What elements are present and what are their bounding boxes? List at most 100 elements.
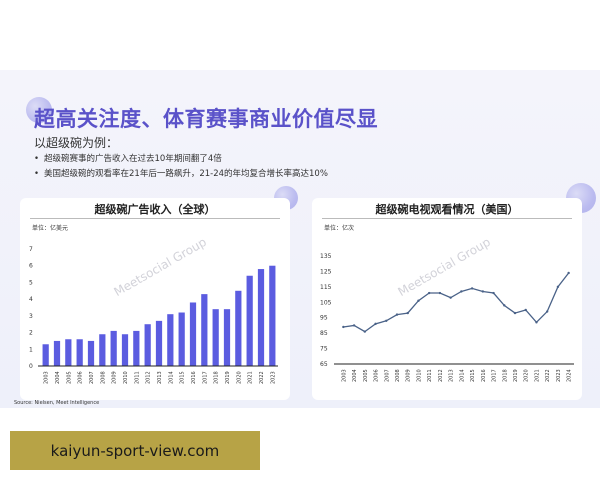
svg-text:2017: 2017 [492, 369, 498, 382]
data-point [427, 291, 431, 295]
slide-subtitle: 以超级碗为例： [34, 136, 119, 150]
svg-text:2010: 2010 [123, 371, 129, 384]
data-point [481, 290, 485, 293]
bar [235, 290, 242, 366]
svg-text:105: 105 [320, 299, 332, 306]
svg-text:2008: 2008 [395, 369, 401, 382]
bar [223, 309, 231, 366]
svg-text:2017: 2017 [202, 371, 208, 384]
bar [257, 269, 265, 366]
svg-text:2019: 2019 [225, 371, 231, 384]
svg-text:1: 1 [29, 346, 33, 353]
data-point [460, 290, 463, 293]
svg-text:2015: 2015 [180, 371, 186, 384]
svg-text:2: 2 [29, 330, 33, 337]
svg-text:2007: 2007 [89, 371, 95, 384]
bar [42, 344, 49, 366]
data-point [342, 325, 345, 329]
bar [201, 294, 208, 366]
bullet-icon: • [34, 169, 40, 179]
bar [99, 334, 106, 366]
bar [133, 330, 140, 366]
svg-text:2023: 2023 [270, 371, 276, 384]
data-point [406, 311, 409, 315]
chart-title: 超级碗广告收入（全球） [94, 203, 216, 216]
svg-text:2005: 2005 [66, 371, 72, 384]
svg-text:95: 95 [320, 315, 328, 322]
svg-text:6: 6 [29, 263, 33, 270]
bar [121, 334, 129, 366]
svg-text:2018: 2018 [214, 371, 220, 384]
bar [76, 339, 83, 366]
svg-text:2012: 2012 [146, 371, 152, 384]
unit-label: 单位：亿次 [324, 225, 355, 232]
bar [246, 275, 253, 366]
svg-text:2011: 2011 [427, 369, 433, 382]
bar-chart: 0 1 2 3 4 5 6 7 2003 2004 2005 2006 2007 2008 2009 2010… [29, 246, 278, 384]
svg-text:2022: 2022 [259, 371, 265, 384]
bullet-list: • 超级碗赛事的广告收入在过去10年期间翻了4倍 • 美国超级碗的观看率在21年后一… [34, 152, 328, 182]
svg-text:2024: 2024 [567, 369, 573, 382]
svg-text:2019: 2019 [513, 369, 519, 382]
bar [87, 340, 95, 366]
svg-text:2006: 2006 [374, 369, 380, 382]
svg-text:2020: 2020 [236, 371, 242, 384]
chart-title: 超级碗电视观看情况（美国） [375, 203, 519, 216]
bar [144, 324, 151, 366]
svg-text:2004: 2004 [55, 371, 61, 384]
bullet-item: • 美国超级碗的观看率在21年后一路飙升，21-24的年均复合增长率高达10% [34, 167, 328, 182]
bar [155, 320, 163, 366]
svg-text:2021: 2021 [248, 371, 254, 384]
data-point [417, 299, 420, 302]
svg-text:2022: 2022 [545, 369, 551, 382]
svg-text:2018: 2018 [502, 369, 508, 382]
bar [269, 265, 276, 366]
svg-text:2016: 2016 [191, 371, 197, 384]
svg-text:4: 4 [29, 296, 33, 303]
bar [53, 340, 61, 366]
data-point [363, 330, 367, 333]
svg-text:65: 65 [320, 361, 328, 368]
data-point [524, 308, 527, 312]
bullet-icon: • [34, 154, 40, 164]
svg-text:2023: 2023 [556, 369, 562, 382]
svg-text:2009: 2009 [112, 371, 118, 384]
data-point [385, 319, 388, 322]
svg-text:7: 7 [29, 246, 33, 253]
bar [212, 309, 219, 366]
data-point [535, 321, 538, 324]
svg-text:2012: 2012 [438, 369, 444, 382]
svg-text:2011: 2011 [134, 371, 140, 384]
data-point [513, 311, 517, 315]
bar [110, 330, 117, 366]
unit-label: 单位：亿美元 [32, 225, 69, 232]
decorative-circle [26, 97, 52, 123]
svg-text:2008: 2008 [100, 371, 106, 384]
divider [30, 218, 280, 219]
svg-text:2010: 2010 [416, 369, 422, 382]
svg-text:115: 115 [320, 284, 332, 291]
data-point [492, 291, 495, 295]
divider [322, 218, 572, 219]
data-point [449, 296, 452, 299]
bullet-item: • 超级碗赛事的广告收入在过去10年期间翻了4倍 [34, 152, 328, 167]
svg-text:2020: 2020 [524, 369, 530, 382]
data-point [438, 291, 442, 295]
svg-text:2003: 2003 [44, 371, 50, 384]
slide-title: 超高关注度、体育赛事商业价值尽显 [34, 107, 378, 131]
svg-text:2015: 2015 [470, 369, 476, 382]
data-point [545, 310, 549, 313]
data-point [352, 324, 356, 327]
site-banner[interactable]: kaiyun-sport-view.com [10, 431, 260, 470]
bar [189, 302, 197, 366]
svg-text:75: 75 [320, 346, 328, 353]
bar [178, 312, 185, 366]
data-point [395, 313, 399, 316]
data-point [556, 285, 560, 289]
svg-text:2013: 2013 [157, 371, 163, 384]
svg-text:2006: 2006 [78, 371, 84, 384]
bar [65, 339, 72, 366]
svg-text:2005: 2005 [363, 369, 369, 382]
data-point [374, 322, 377, 326]
